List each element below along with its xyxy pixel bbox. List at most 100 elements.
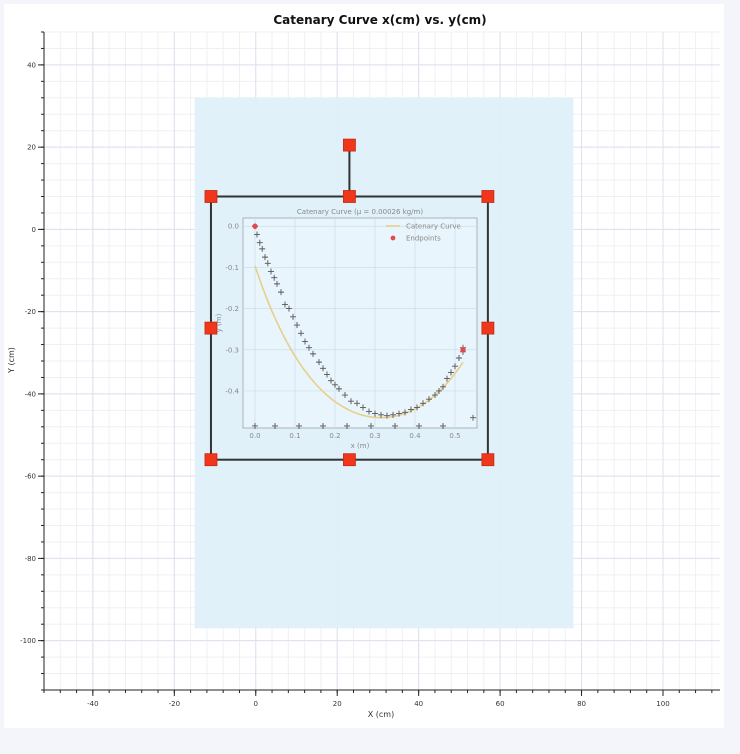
inset-marker — [294, 322, 300, 329]
inset-marker — [271, 274, 278, 281]
y-tick-label: 0 — [32, 226, 36, 234]
chart-title: Catenary Curve x(cm) vs. y(cm) — [273, 13, 486, 27]
handle-top-left[interactable] — [204, 190, 218, 203]
y-tick-label: -20 — [25, 308, 36, 316]
inset-marker — [440, 422, 446, 429]
x-tick-label: 60 — [496, 700, 505, 708]
inset-x-tick-label: 0.2 — [329, 432, 340, 440]
inset-x-tick-label: 0.1 — [289, 432, 300, 440]
inset-marker — [320, 422, 326, 429]
inset-marker — [298, 330, 304, 337]
inset-marker — [320, 365, 326, 372]
inset-marker — [310, 350, 316, 357]
inset-marker — [324, 371, 330, 378]
x-axis-label: X (cm) — [368, 710, 394, 719]
handle-middle-left[interactable] — [204, 321, 218, 335]
inset-x-tick-label: 0.0 — [249, 432, 260, 440]
inset-marker — [296, 422, 302, 429]
y-axis-label: Y (cm) — [7, 347, 16, 374]
inset-legend-curve-label: Catenary Curve — [406, 223, 461, 231]
inset-y-label: y (m) — [215, 313, 223, 332]
inset-marker — [306, 344, 312, 351]
handle-middle-right[interactable] — [481, 321, 495, 335]
x-tick-label: 100 — [656, 700, 669, 708]
inset-marker — [332, 381, 338, 388]
inset-marker — [316, 359, 322, 366]
handle-top-right[interactable] — [481, 190, 495, 203]
handle-bottom-middle[interactable] — [343, 453, 356, 467]
inset-x-label: x (m) — [351, 442, 370, 450]
inset-marker — [416, 422, 422, 429]
inset-marker — [368, 422, 374, 429]
inset-marker — [408, 406, 414, 413]
inset-marker — [402, 409, 408, 416]
inset-y-tick-label: -0.2 — [225, 305, 239, 313]
y-tick-label: -80 — [25, 555, 36, 563]
inset-marker — [396, 410, 402, 417]
handle-bottom-right[interactable] — [481, 453, 495, 467]
inset-legend-endpoint-label: Endpoints — [406, 235, 441, 243]
inset-marker — [452, 363, 458, 370]
inset-marker — [278, 289, 284, 296]
inset-marker — [344, 422, 350, 429]
inset-y-tick-label: -0.3 — [225, 346, 239, 354]
inset-x-tick-label: 0.5 — [449, 432, 460, 440]
inset-x-tick-label: 0.4 — [409, 432, 421, 440]
handle-top-middle[interactable] — [343, 190, 356, 203]
inset-marker — [348, 398, 354, 405]
inset-marker — [259, 245, 266, 252]
inset-marker — [262, 254, 268, 261]
inset-marker — [328, 377, 334, 384]
inset-marker — [392, 422, 398, 429]
y-tick-label: 40 — [27, 61, 36, 69]
x-tick-label: 40 — [414, 700, 423, 708]
inset-marker — [440, 383, 446, 390]
x-tick-label: -20 — [169, 700, 180, 708]
inset-marker — [432, 392, 438, 399]
inset-marker — [302, 338, 308, 345]
y-tick-label: -100 — [20, 637, 36, 645]
inset-marker — [436, 387, 442, 394]
inset-marker — [342, 392, 348, 399]
inset-marker — [252, 422, 258, 429]
inset-marker — [286, 305, 292, 312]
inset-marker — [390, 411, 396, 418]
inset-marker — [372, 410, 378, 417]
inset-x-tick-label: 0.3 — [369, 432, 380, 440]
inset-marker — [268, 268, 274, 275]
y-tick-label: -60 — [25, 473, 36, 481]
inset-marker — [290, 313, 296, 320]
inset-y-tick-label: 0.0 — [228, 223, 239, 231]
inset-marker — [336, 385, 342, 392]
y-tick-label: 20 — [27, 144, 36, 152]
x-tick-label: 80 — [577, 700, 586, 708]
inset-marker — [426, 396, 432, 403]
inset-endpoint — [460, 347, 466, 353]
inset-marker — [354, 400, 360, 407]
inset-marker — [384, 412, 390, 419]
inset-marker — [444, 375, 450, 382]
inset-title: Catenary Curve (μ = 0.00026 kg/m) — [297, 208, 423, 216]
inset-marker — [448, 369, 454, 376]
x-tick-label: -40 — [87, 700, 98, 708]
handle-bottom-left[interactable] — [204, 453, 218, 467]
inset-marker — [256, 239, 263, 246]
y-tick-label: -40 — [25, 390, 36, 398]
inset-y-tick-label: -0.4 — [225, 387, 239, 395]
x-tick-label: 20 — [333, 700, 342, 708]
inset-marker — [360, 404, 366, 411]
inset-marker — [264, 260, 271, 267]
inset-marker — [456, 355, 462, 361]
inset-catenary-curve — [254, 265, 464, 419]
inset-marker — [414, 404, 420, 411]
inset-marker — [274, 280, 280, 287]
x-tick-label: 0 — [254, 700, 258, 708]
inset-y-tick-label: -0.1 — [225, 264, 239, 272]
inset-marker — [366, 408, 372, 415]
handle-rotate[interactable] — [343, 138, 356, 152]
inset-marker — [254, 231, 260, 238]
inset-marker — [420, 400, 426, 407]
inset-legend-endpoint-swatch — [390, 235, 396, 241]
inset-endpoint — [252, 223, 258, 229]
